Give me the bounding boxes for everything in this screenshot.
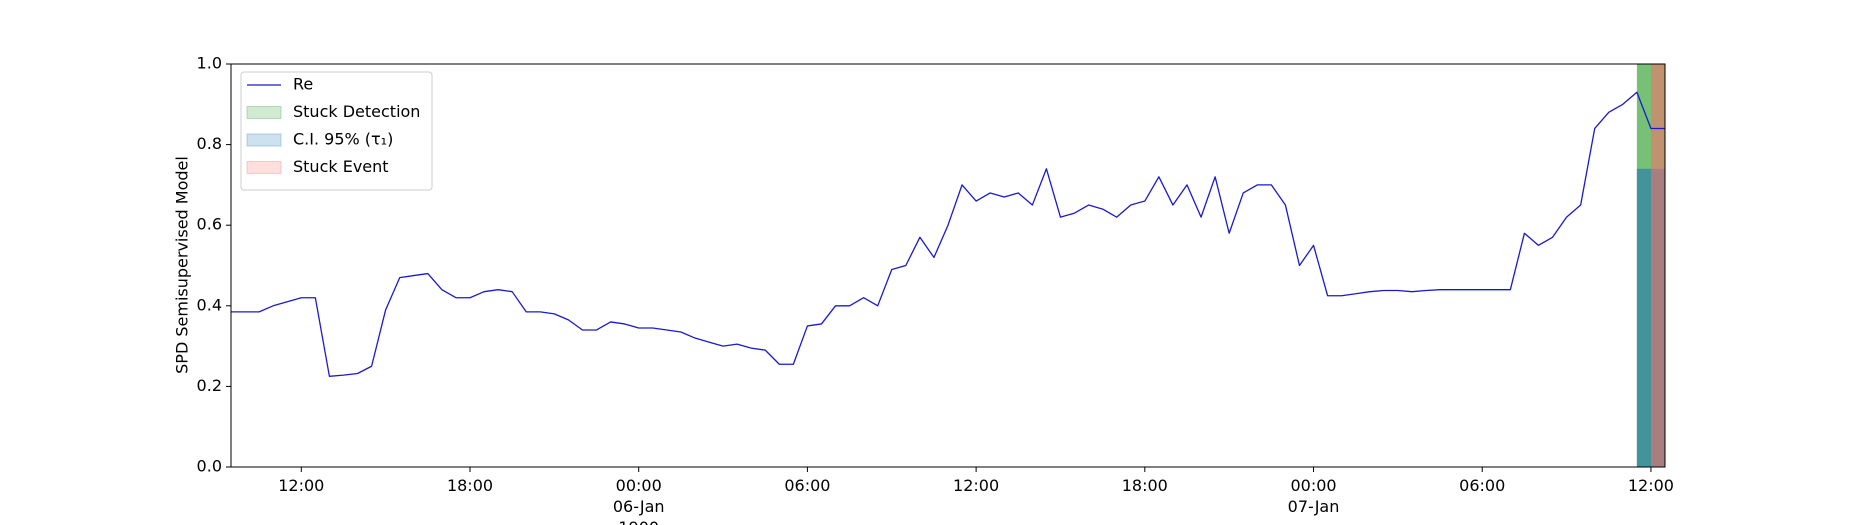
legend-patch (246, 161, 282, 174)
legend-box (240, 71, 433, 191)
legend-patch (246, 133, 282, 147)
y-axis-label: SPD Semisupervised Model (173, 156, 192, 374)
plot-area (231, 64, 1665, 467)
x-tick-label: 06:00 (1459, 476, 1506, 495)
y-tick-label: 0.0 (197, 457, 222, 476)
y-tick-label: 1.0 (197, 54, 222, 73)
span (1650, 64, 1665, 467)
legend: Re Stuck Detection C.I. 95% (τ₁) Stuck Even… (240, 71, 433, 191)
plot-frame (230, 63, 1666, 468)
x-tick-label: 00:00 07-Jan (1287, 476, 1340, 516)
legend-patch (246, 106, 282, 119)
x-tick-label: 18:00 (1121, 476, 1168, 495)
x-tick-label: 18:00 (446, 476, 494, 495)
x-tick-label: 12:00 (953, 476, 1000, 495)
y-tick-label: 0.6 (197, 215, 222, 234)
y-tick-label: 0.2 (197, 376, 222, 395)
legend-label: Stuck Event (293, 157, 389, 176)
y-tick-label: 0.8 (197, 134, 222, 153)
legend-label: Stuck Detection (293, 102, 420, 121)
x-tick-label: 00:00 06-Jan 1900 (612, 476, 665, 525)
y-tick-label: 0.4 (197, 295, 222, 314)
x-tick-label: 06:00 (784, 476, 831, 495)
x-tick-label: 12:00 (1627, 476, 1674, 495)
line (231, 91, 1665, 377)
legend-label: C.I. 95% (τ₁) (293, 130, 393, 149)
legend-label: Re (293, 75, 313, 94)
x-tick-label: 12:00 (278, 476, 325, 495)
